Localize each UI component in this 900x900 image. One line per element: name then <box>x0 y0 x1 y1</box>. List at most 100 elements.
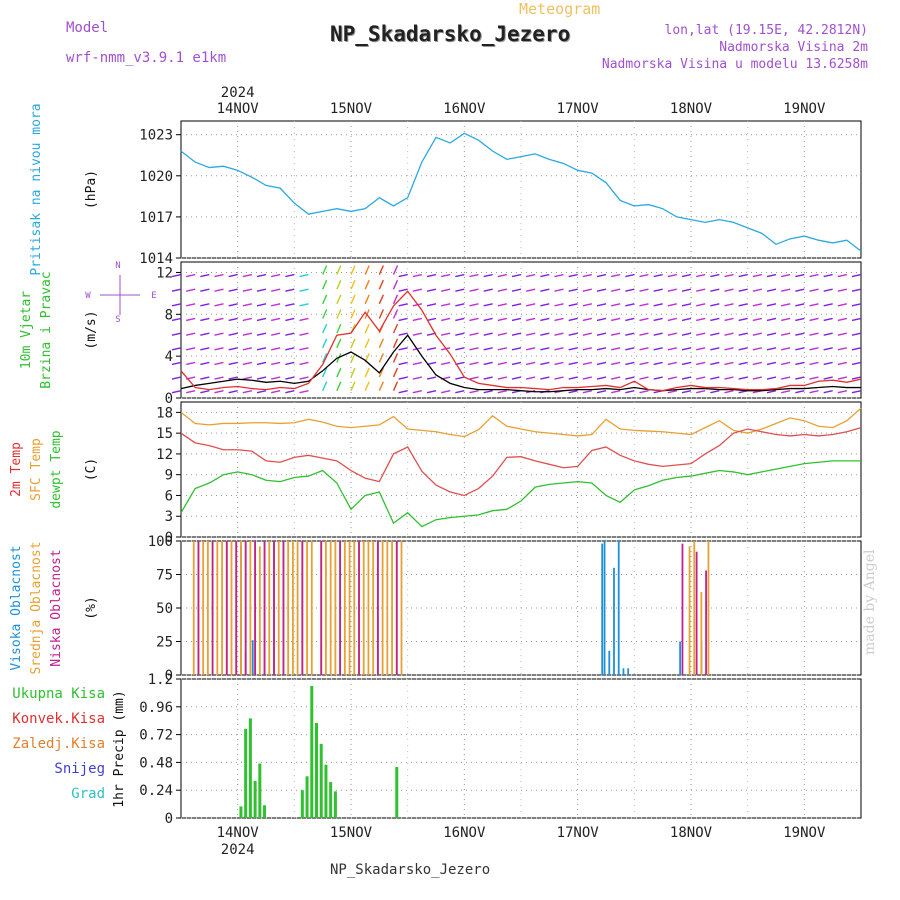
wind-arrow <box>611 288 621 292</box>
wind-arrow <box>171 288 182 292</box>
y-axis-unit: 1hr Precip (mm) <box>112 690 127 807</box>
bar <box>319 743 323 818</box>
bar <box>263 541 266 675</box>
wind-arrow <box>582 303 592 307</box>
wind-arrow <box>378 353 384 363</box>
wind-arrow <box>540 376 550 380</box>
wind-arrow <box>681 317 692 322</box>
wind-arrow <box>256 389 267 394</box>
wind-arrow <box>256 332 267 336</box>
footer-station: NP_Skadarsko_Jezero <box>330 862 491 878</box>
wind-arrow <box>392 353 399 363</box>
wind-arrow <box>392 294 399 305</box>
y-axis-label: SFC Temp <box>29 438 44 501</box>
wind-arrow <box>322 309 328 319</box>
wind-arrow <box>851 332 862 336</box>
wind-arrow <box>639 389 649 394</box>
wind-arrow <box>766 361 777 366</box>
wind-arrow <box>364 294 370 305</box>
wind-arrow <box>322 381 328 391</box>
y-tick-label: 12 <box>156 447 173 463</box>
wind-arrow <box>228 332 238 336</box>
wind-arrow <box>171 389 182 394</box>
wind-arrow <box>511 317 522 322</box>
wind-arrow <box>823 376 833 380</box>
wind-arrow <box>766 317 777 322</box>
wind-arrow <box>851 389 862 394</box>
wind-arrow <box>336 367 342 378</box>
bar <box>211 541 214 675</box>
x-tick-label-bottom: 19NOV <box>783 825 826 841</box>
wind-arrow <box>611 347 621 351</box>
wind-arrow <box>398 288 408 292</box>
wind-arrow <box>497 347 507 351</box>
wind-arrow <box>625 361 635 366</box>
y-axis-label: 10m Vjetar <box>19 291 34 369</box>
wind-arrow <box>639 361 649 366</box>
wind-arrow <box>214 376 224 380</box>
y-axis-label: Niska Oblacnost <box>49 549 64 666</box>
wind-arrow <box>200 361 210 366</box>
y-tick-label: 0 <box>165 530 173 546</box>
wind-arrow <box>483 288 493 292</box>
wind-arrow <box>441 389 451 394</box>
wind-arrow <box>696 303 706 307</box>
y-axis-label: Pritisak na nivou mora <box>29 103 44 275</box>
wind-arrow <box>568 273 578 278</box>
wind-arrow <box>851 273 862 278</box>
bar <box>268 541 271 675</box>
wind-arrow <box>724 288 734 292</box>
wind-arrow <box>625 389 635 394</box>
wind-arrow <box>336 338 342 349</box>
wind-arrow <box>299 273 309 278</box>
bar <box>601 543 604 675</box>
wind-arrow <box>710 303 720 307</box>
wind-arrow <box>426 347 437 351</box>
wind-arrow <box>171 332 182 336</box>
y-axis-unit: (m/s) <box>84 310 99 349</box>
bar <box>254 541 257 675</box>
wind-arrow <box>809 347 819 351</box>
y-tick-label: 18 <box>156 405 173 421</box>
wind-arrow <box>483 389 493 394</box>
y-tick-label: 50 <box>156 601 173 617</box>
wind-arrow <box>256 303 267 307</box>
wind-arrow <box>639 303 649 307</box>
x-tick-label-top: 19NOV <box>783 101 826 117</box>
wind-arrow <box>242 376 252 380</box>
wind-arrow <box>568 303 578 307</box>
wind-arrow <box>639 273 649 278</box>
precip-legend-label: Konvek.Kisa <box>12 711 105 727</box>
wind-arrow <box>392 279 399 290</box>
wind-arrow <box>200 303 210 307</box>
wind-arrow <box>653 273 663 278</box>
wind-arrow <box>781 303 791 307</box>
wind-arrow <box>710 389 720 394</box>
bar <box>253 780 257 818</box>
wind-arrow <box>696 317 706 322</box>
y-tick-label: 0.72 <box>139 728 173 744</box>
wind-arrow <box>809 317 819 322</box>
wind-arrow <box>582 317 592 322</box>
wind-arrow <box>766 332 777 336</box>
wind-arrow <box>766 389 777 394</box>
wind-arrow <box>568 347 578 351</box>
wind-arrow <box>795 317 805 322</box>
wind-arrow <box>285 389 295 394</box>
wind-arrow <box>322 367 328 378</box>
wind-arrow <box>392 323 399 334</box>
wind-arrow <box>781 361 791 366</box>
wind-arrow <box>271 317 281 322</box>
bar <box>301 541 304 675</box>
wind-arrow <box>483 347 493 351</box>
wind-arrow <box>540 303 550 307</box>
wind-arrow <box>336 265 342 275</box>
wind-arrow <box>497 361 507 366</box>
y-axis-unit: (%) <box>84 596 99 619</box>
wind-arrow <box>766 376 777 380</box>
bar <box>320 541 323 675</box>
wind-arrow <box>667 332 677 336</box>
wind-arrow <box>392 309 399 319</box>
wind-arrow <box>582 332 592 336</box>
